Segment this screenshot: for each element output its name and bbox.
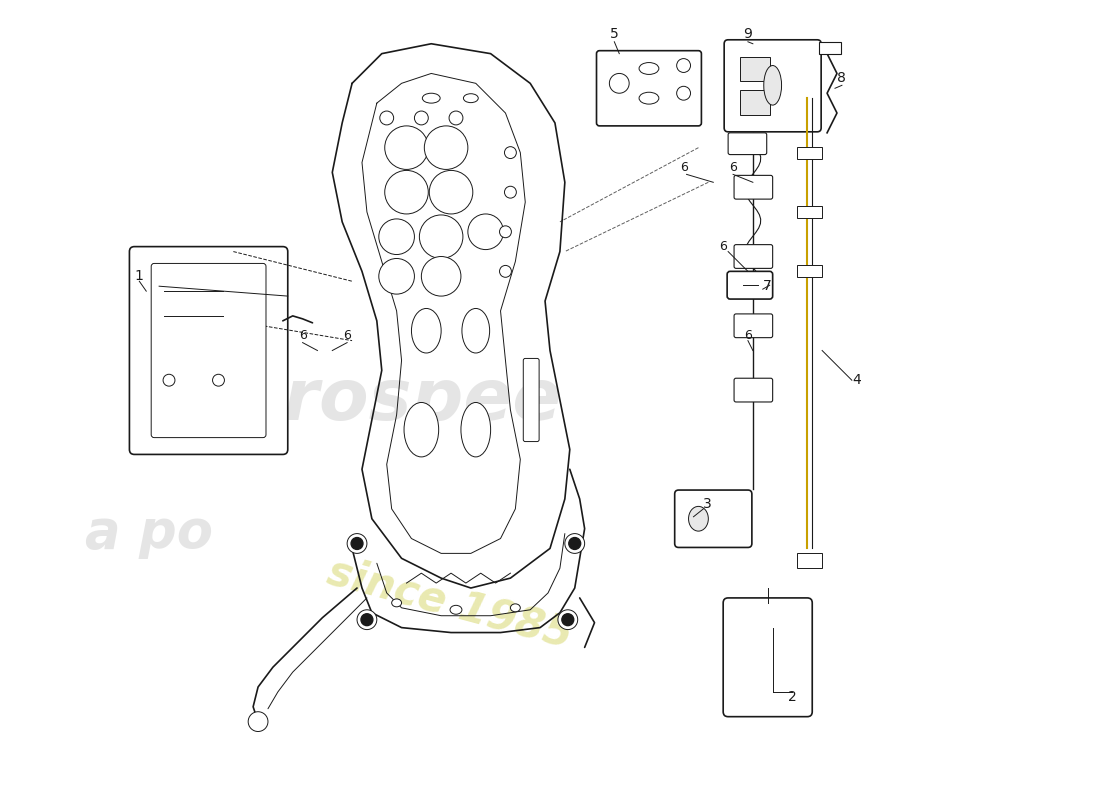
Circle shape	[212, 374, 224, 386]
FancyBboxPatch shape	[734, 314, 772, 338]
Circle shape	[505, 146, 516, 158]
Text: 1: 1	[135, 270, 144, 283]
Ellipse shape	[510, 604, 520, 612]
Text: eurospee: eurospee	[184, 366, 562, 434]
FancyBboxPatch shape	[734, 245, 772, 268]
Circle shape	[569, 538, 581, 550]
Bar	[798, 266, 822, 278]
Circle shape	[419, 215, 463, 258]
Circle shape	[385, 126, 428, 170]
Ellipse shape	[639, 62, 659, 74]
Bar	[740, 90, 770, 115]
Circle shape	[378, 258, 415, 294]
Ellipse shape	[462, 309, 490, 353]
Ellipse shape	[411, 309, 441, 353]
Circle shape	[163, 374, 175, 386]
Circle shape	[421, 257, 461, 296]
Bar	[820, 42, 840, 54]
Circle shape	[676, 86, 691, 100]
Text: since 1985: since 1985	[322, 550, 576, 656]
Circle shape	[379, 111, 394, 125]
FancyBboxPatch shape	[724, 40, 821, 132]
Circle shape	[499, 226, 512, 238]
Ellipse shape	[763, 66, 782, 105]
Bar	[740, 57, 770, 82]
Circle shape	[415, 111, 428, 125]
Bar	[798, 554, 822, 568]
FancyBboxPatch shape	[723, 598, 812, 717]
Text: 9: 9	[744, 27, 752, 41]
Circle shape	[468, 214, 504, 250]
Circle shape	[449, 111, 463, 125]
Ellipse shape	[463, 94, 478, 102]
Circle shape	[361, 614, 373, 626]
Circle shape	[562, 614, 574, 626]
Circle shape	[609, 74, 629, 94]
Text: 8: 8	[837, 71, 846, 86]
FancyBboxPatch shape	[596, 50, 702, 126]
Text: 5: 5	[609, 27, 618, 41]
Circle shape	[351, 538, 363, 550]
Circle shape	[564, 534, 584, 554]
Circle shape	[249, 712, 268, 731]
FancyBboxPatch shape	[728, 133, 767, 154]
Text: 6: 6	[343, 329, 351, 342]
Bar	[798, 146, 822, 158]
Circle shape	[378, 219, 415, 254]
Circle shape	[385, 170, 428, 214]
Ellipse shape	[404, 402, 439, 457]
Circle shape	[505, 186, 516, 198]
Ellipse shape	[392, 599, 402, 607]
FancyBboxPatch shape	[130, 246, 288, 454]
Text: 6: 6	[299, 329, 307, 342]
FancyBboxPatch shape	[734, 378, 772, 402]
Circle shape	[676, 58, 691, 73]
Circle shape	[499, 266, 512, 278]
Text: 4: 4	[851, 374, 860, 387]
Text: a po: a po	[85, 507, 213, 559]
Circle shape	[425, 126, 468, 170]
Ellipse shape	[461, 402, 491, 457]
Text: 6: 6	[744, 329, 752, 342]
Ellipse shape	[689, 506, 708, 531]
Circle shape	[558, 610, 578, 630]
Circle shape	[429, 170, 473, 214]
Ellipse shape	[422, 94, 440, 103]
Ellipse shape	[639, 92, 659, 104]
FancyBboxPatch shape	[734, 175, 772, 199]
Text: 7: 7	[762, 279, 771, 293]
Text: 2: 2	[788, 690, 796, 704]
Bar	[798, 206, 822, 218]
Text: 6: 6	[729, 161, 737, 174]
FancyBboxPatch shape	[727, 271, 772, 299]
FancyBboxPatch shape	[674, 490, 752, 547]
FancyBboxPatch shape	[524, 358, 539, 442]
Circle shape	[358, 610, 377, 630]
Ellipse shape	[450, 606, 462, 614]
FancyBboxPatch shape	[151, 263, 266, 438]
Circle shape	[348, 534, 367, 554]
Text: 3: 3	[703, 497, 712, 511]
Text: 6: 6	[680, 161, 688, 174]
Text: 6: 6	[719, 240, 727, 253]
